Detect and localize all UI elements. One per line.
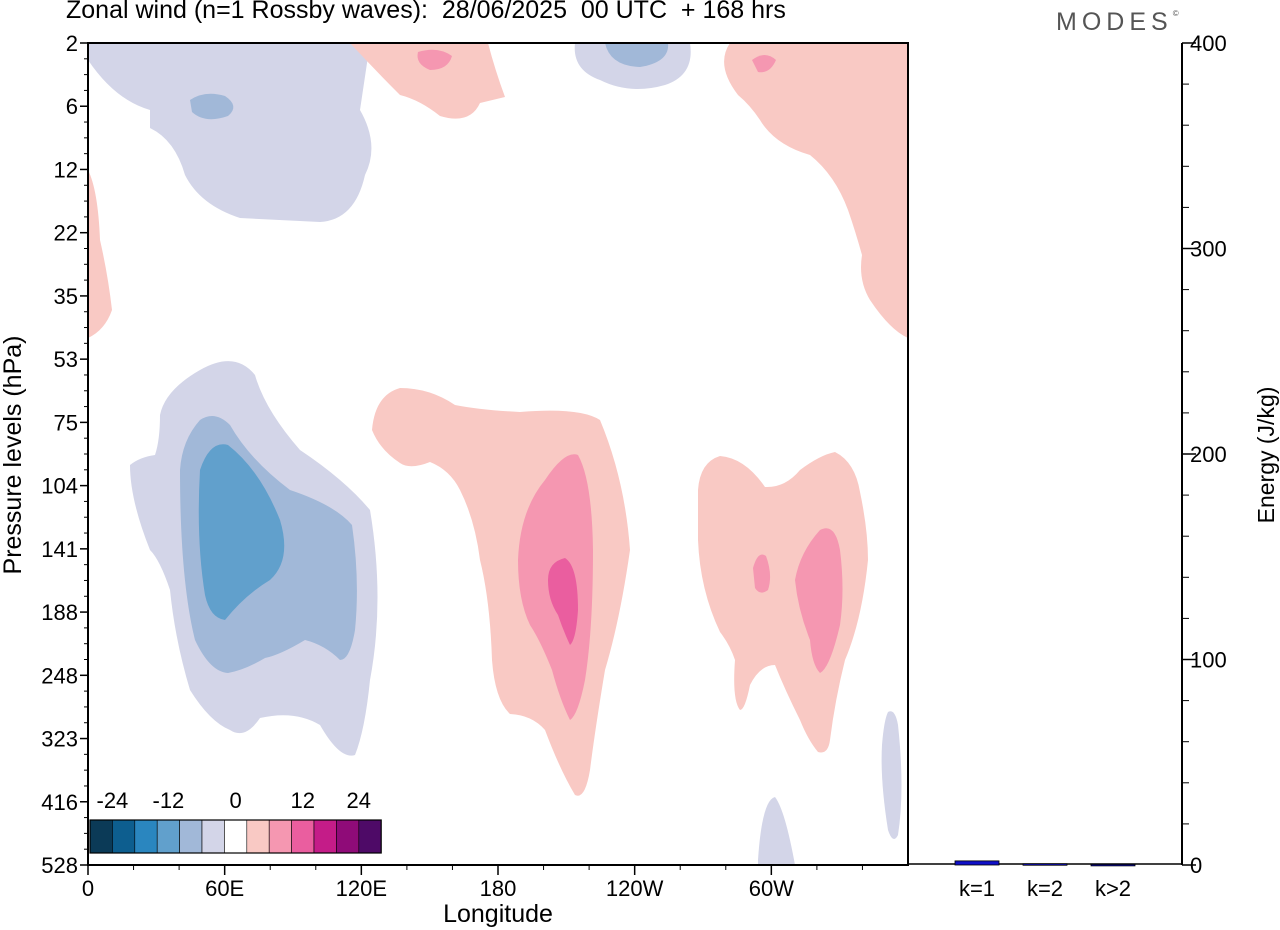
energy-category-label: k=1 (959, 876, 995, 901)
colorbar-tick-label: -12 (153, 788, 185, 813)
energy-tick-label: 300 (1190, 237, 1227, 262)
y-tick-label: 104 (41, 474, 78, 499)
y-tick-label: 35 (54, 284, 78, 309)
energy-axis-ticks: 0 100 200 300 400 (1182, 31, 1227, 878)
brand-mark: © (1172, 9, 1179, 18)
energy-panel: 0 100 200 300 400 k=1 k=2 k>2 Energy (J/kg) (908, 31, 1279, 901)
x-tick-label: 60W (749, 876, 794, 901)
energy-tick-label: 100 (1190, 648, 1227, 673)
contour-pos-right-level-2 (795, 528, 843, 673)
contour-pos-left-edge-level-1 (88, 170, 112, 338)
colorbar-cells (89, 819, 382, 854)
contour-neg-upper-level-1 (88, 43, 372, 222)
y-tick-label: 323 (41, 727, 78, 752)
contour-pos-upper-level-1 (350, 43, 505, 119)
colorbar-cell (336, 819, 360, 854)
x-tick-label: 60E (205, 876, 244, 901)
energy-axis-label: Energy (J/kg) (1253, 387, 1279, 524)
colorbar-cell (224, 819, 248, 854)
x-tick-label: 120W (606, 876, 664, 901)
contour-pos-center-level-3 (548, 558, 578, 645)
colorbar-frame (89, 819, 382, 854)
energy-tick-label: 400 (1190, 31, 1227, 56)
colorbar-cell (246, 819, 270, 854)
x-axis-label: Longitude (443, 900, 553, 928)
y-tick-label: 53 (54, 347, 78, 372)
y-tick-label: 528 (41, 853, 78, 878)
colorbar-cell (179, 819, 203, 854)
x-axis-ticks: 0 60E 120E 180 120W 60W (82, 865, 863, 901)
colorbar-cell (89, 819, 113, 854)
brand-logo: MODES© (1056, 8, 1179, 37)
colorbar-cell (313, 819, 337, 854)
contour-neg-bottom-level-1 (758, 797, 795, 865)
contour-pos-upper-right-level-1 (724, 43, 908, 338)
y-tick-label: 6 (66, 94, 78, 119)
colorbar-cell (291, 819, 315, 854)
colorbar: -24 -12 0 12 24 (88, 785, 383, 865)
colorbar-cell (156, 819, 180, 854)
y-tick-label: 188 (41, 600, 78, 625)
y-tick-label: 416 (41, 790, 78, 815)
energy-tick-label: 0 (1190, 853, 1202, 878)
contour-neg-right-strip-level-1 (881, 711, 902, 839)
energy-bar (954, 860, 1000, 866)
colorbar-cell (112, 819, 136, 854)
colorbar-tick-label: 0 (229, 788, 241, 813)
energy-bar (1022, 863, 1068, 866)
energy-bars (954, 860, 1136, 867)
y-axis-label: Pressure levels (hPa) (0, 336, 27, 575)
energy-bar (1090, 863, 1136, 867)
colorbar-tick-label: 12 (291, 788, 315, 813)
contour-pos-right-level-2b (753, 554, 771, 593)
y-tick-label: 141 (41, 537, 78, 562)
brand-name: MODES (1056, 8, 1173, 36)
colorbar-labels: -24 -12 0 12 24 (97, 788, 372, 813)
colorbar-cell (358, 819, 382, 854)
page-title: Zonal wind (n=1 Rossby waves): 28/06/202… (66, 0, 786, 24)
contour-neg-upper-level-2 (190, 93, 234, 120)
colorbar-tick-label: -24 (97, 788, 129, 813)
colorbar-cell (134, 819, 158, 854)
contour-neg-upper2-level-2 (605, 43, 669, 67)
contour-pos-right-level-1 (698, 452, 868, 753)
contour-neg-lower-level-3 (198, 444, 285, 620)
energy-category-label: k=2 (1027, 876, 1063, 901)
contour-plot (88, 43, 908, 865)
colorbar-cell (268, 819, 292, 854)
y-tick-label: 75 (54, 410, 78, 435)
contour-pos-upper-right-level-2 (752, 55, 776, 73)
y-tick-label: 2 (66, 31, 78, 56)
colorbar-tick-label: 24 (347, 788, 371, 813)
x-tick-label: 180 (480, 876, 517, 901)
energy-tick-label: 200 (1190, 442, 1227, 467)
colorbar-cell (201, 819, 225, 854)
y-tick-label: 22 (54, 221, 78, 246)
x-tick-label: 0 (82, 876, 94, 901)
x-tick-label: 120E (336, 876, 387, 901)
energy-category-label: k>2 (1095, 876, 1131, 901)
contour-pos-upper-level-2 (417, 49, 452, 70)
y-tick-label: 12 (54, 157, 78, 182)
y-tick-label: 248 (41, 663, 78, 688)
y-axis-ticks: 2 6 12 22 35 53 75 104 141 188 248 323 416 528 (41, 31, 88, 878)
energy-categories: k=1 k=2 k>2 (959, 876, 1131, 901)
